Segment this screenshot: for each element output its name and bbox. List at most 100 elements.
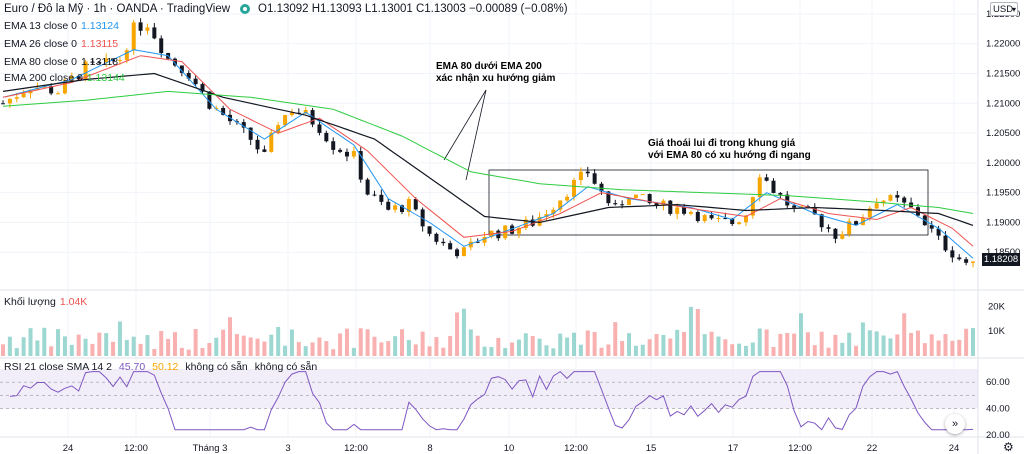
legend-ema80[interactable]: EMA 80 close 0 1.13118 [4, 56, 118, 68]
volume-bar [21, 337, 26, 356]
volume-bar [661, 334, 666, 356]
volume-bar [496, 337, 501, 356]
candle [62, 77, 67, 95]
legend-label: EMA 200 close 0 [4, 72, 83, 84]
gear-icon[interactable]: ⚙ [1003, 440, 1014, 454]
legend-value: 1.13118 [80, 56, 119, 68]
time-tick-label: 22 [867, 443, 878, 454]
price-tick-label: 1.22000 [986, 39, 1020, 50]
volume-bar [516, 339, 521, 356]
candle-body [785, 194, 790, 206]
candle [475, 238, 480, 244]
volume-bar [578, 344, 583, 356]
candle-body [69, 76, 74, 81]
time-tick-label: 10 [504, 443, 515, 454]
candle-body [241, 122, 246, 128]
candle-body [289, 112, 294, 116]
volume-bar [613, 322, 618, 356]
price-tick-label: 1.20000 [986, 158, 1020, 169]
volume-bar [76, 334, 81, 356]
candle [214, 105, 219, 111]
candle [104, 53, 109, 68]
candle-body [448, 243, 453, 250]
candle-body [964, 259, 969, 263]
volume-bar [214, 337, 219, 356]
candle-body [860, 217, 865, 226]
candle-body [21, 93, 26, 98]
volume-bar [702, 334, 707, 356]
legend-ema13[interactable]: EMA 13 close 0 1.13124 [4, 20, 119, 32]
rsi-na: không có sẵn [185, 361, 248, 373]
volume-bar [221, 329, 226, 356]
volume-bar [592, 332, 597, 356]
candle-body [510, 225, 515, 234]
symbol-title[interactable]: Euro / Đô la Mỹ · 1h · OANDA · TradingVi… [4, 3, 231, 15]
rsi-legend[interactable]: RSI 21 close SMA 14 2 45.70 50.12 không … [4, 361, 317, 373]
candle-body [957, 257, 962, 260]
candle [565, 194, 570, 203]
candle-body [207, 91, 212, 109]
volume-bar [152, 348, 157, 356]
candle [427, 226, 432, 237]
candle [819, 213, 824, 232]
time-tick-label: 17 [728, 443, 739, 454]
candle-body [888, 195, 893, 201]
candle-body [688, 211, 693, 214]
price-axis[interactable]: 1.225001.220001.215001.210001.205001.200… [986, 9, 1020, 258]
currency-select[interactable]: USD ▾ [990, 2, 1018, 16]
volume-bar [186, 349, 191, 356]
volume-bar [723, 339, 728, 356]
volume-bar [283, 345, 288, 356]
current-price-tag: 1.18208 [982, 253, 1020, 266]
volume-bar [200, 348, 205, 356]
candle-body [434, 233, 439, 242]
candle [21, 89, 26, 99]
candle-body [640, 194, 645, 196]
volume-bar [647, 339, 652, 356]
price-tick-label: 1.21500 [986, 69, 1020, 80]
volume-bar [716, 336, 721, 356]
chart-grid [0, 0, 978, 437]
volume-bar [489, 347, 494, 356]
legend-ema26[interactable]: EMA 26 close 0 1.13115 [4, 38, 118, 50]
candle [833, 228, 838, 244]
volume-bar [400, 329, 405, 356]
volume-bar [241, 335, 246, 356]
candle-body [730, 218, 735, 225]
price-tick-label: 1.19000 [986, 217, 1020, 228]
volume-bar [303, 346, 308, 356]
volume-bar [881, 335, 886, 356]
candle [950, 246, 955, 263]
time-tick-label: 15 [646, 443, 657, 454]
volume-legend[interactable]: Khối lượng 1.04K [4, 296, 87, 308]
volume-bar [324, 341, 329, 356]
volume-bar [365, 329, 370, 356]
candle-body [620, 204, 625, 206]
volume-bar [42, 327, 47, 356]
candle-body [186, 72, 191, 79]
volume-bar [510, 342, 515, 356]
volume-bar [317, 337, 322, 356]
candle-body [90, 61, 95, 63]
volume-bar [957, 339, 962, 356]
rsi-value: 45.70 [118, 361, 146, 373]
candle [338, 148, 343, 154]
volume-bar [826, 347, 831, 356]
candle-body [331, 141, 336, 150]
candle [578, 167, 583, 185]
candle-body [743, 215, 748, 223]
candle-body [83, 61, 88, 79]
price-tick-label: 1.18500 [986, 247, 1020, 258]
candle-body [867, 208, 872, 218]
volume-bar [372, 336, 377, 356]
legend-ema200[interactable]: EMA 200 close 0 1.13144 [4, 72, 125, 84]
time-axis[interactable]: 24 12:00 Tháng 3 3 12:00 8 10 12:00 15 17 12:00 22 2… [63, 443, 960, 454]
volume-bar [950, 340, 955, 356]
candle [764, 173, 769, 182]
candle [957, 254, 962, 261]
candle-body [214, 107, 219, 109]
candle [90, 59, 95, 65]
double-chevron-right-icon[interactable]: » [945, 414, 965, 434]
ema-line [2, 49, 974, 259]
